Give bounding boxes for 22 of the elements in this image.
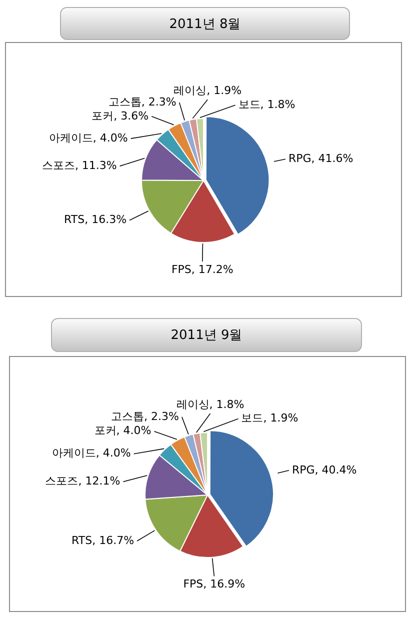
title-banner: 2011년 8월 xyxy=(60,7,350,40)
slice-label: RPG, 41.6% xyxy=(288,152,354,165)
slice-label: 고스톱, 2.3% xyxy=(110,410,179,423)
slice-label: 레이싱, 1.8% xyxy=(176,398,244,411)
title-banner: 2011년 9월 xyxy=(51,318,362,352)
slice-label: RPG, 40.4% xyxy=(292,463,357,476)
chart-title: 2011년 9월 xyxy=(170,327,242,344)
slice-label: 보드, 1.8% xyxy=(238,98,296,112)
slice-label: 보드, 1.9% xyxy=(241,412,298,425)
slice-label: 레이싱, 1.9% xyxy=(174,84,242,97)
slice-label: 스포즈, 11.3% xyxy=(42,158,117,172)
slice-label: FPS, 17.2% xyxy=(171,262,234,276)
slice-label: 아케이드, 4.0% xyxy=(52,446,131,460)
slice-label: 포커, 3.6% xyxy=(92,109,149,122)
slice-label: RTS, 16.3% xyxy=(64,213,127,226)
slice-label: RTS, 16.7% xyxy=(72,534,134,547)
slice-label: 포커, 4.0% xyxy=(94,424,152,438)
chart-title: 2011년 8월 xyxy=(169,16,241,32)
slice-label: 아케이드, 4.0% xyxy=(48,131,128,144)
slice-label: 스포즈, 12.1% xyxy=(45,474,120,488)
slice-label: 고스톱, 2.3% xyxy=(108,95,176,108)
slice-label: FPS, 16.9% xyxy=(183,578,246,591)
